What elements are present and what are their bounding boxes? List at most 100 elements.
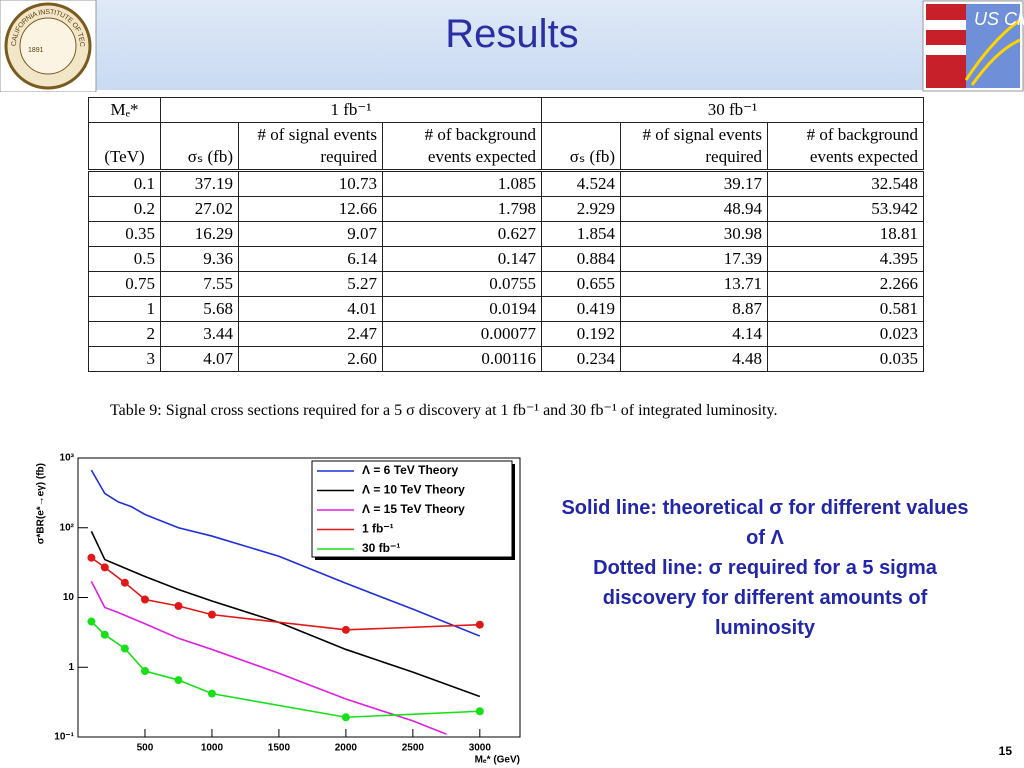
flag-stripe (926, 45, 966, 55)
series-line (90, 530, 481, 698)
table-row: 2 3.44 2.47 0.00077 0.192 4.14 0.023 (88, 321, 924, 347)
data-point (475, 620, 484, 629)
table-cell: 4.48 (620, 346, 768, 372)
table-cell: 0.419 (541, 296, 621, 322)
table-row: 0.5 9.36 6.14 0.147 0.884 17.39 4.395 (88, 246, 924, 272)
data-point (140, 666, 149, 675)
table-cell: 17.39 (620, 246, 768, 272)
data-point (475, 707, 484, 716)
table-cell: 0.884 (541, 246, 621, 272)
table-row: 0.2 27.02 12.66 1.798 2.929 48.94 53.942 (88, 196, 924, 222)
data-point (140, 595, 149, 604)
x-tick-label: 1000 (201, 743, 224, 754)
y-tick-label: 10³ (60, 453, 75, 464)
y-axis-title: σ*BR(e*→eγ) (fb) (36, 463, 47, 544)
slide-title: Results (445, 12, 579, 56)
notes: Solid line: theoretical σ for different … (560, 493, 970, 643)
x-tick-label: 1500 (268, 743, 291, 754)
table-cell: 8.87 (620, 296, 768, 322)
table-cell: 1 (88, 296, 161, 322)
table-cell: 0.147 (382, 246, 542, 272)
table-cell: 2.266 (767, 271, 924, 297)
seal-inner (19, 17, 77, 75)
table-cell: 1 fb⁻¹ (160, 97, 542, 123)
table-cell: 0.023 (767, 321, 924, 347)
table-cell: 30.98 (620, 221, 768, 247)
note-line: Solid line: theoretical σ for different … (561, 497, 969, 549)
series-line (90, 557, 480, 631)
table-cell: 0.00116 (382, 346, 542, 372)
seal-year: 1891 (28, 47, 44, 54)
table-cell: 1.085 (382, 170, 542, 197)
data-point (341, 625, 350, 634)
legend-label: 30 fb⁻¹ (362, 541, 400, 555)
table-cell: 13.71 (620, 271, 768, 297)
series-line (90, 469, 481, 637)
x-tick-label: 2000 (335, 743, 358, 754)
table-cell: 7.55 (160, 271, 239, 297)
table-cell: (TeV) (88, 122, 161, 172)
table-cell: 2 (88, 321, 161, 347)
table-cell: 0.655 (541, 271, 621, 297)
table-cell: 27.02 (160, 196, 239, 222)
table-cell: 18.81 (767, 221, 924, 247)
x-tick-label: 2500 (402, 743, 425, 754)
y-tick-label: 10² (60, 522, 75, 533)
table-row: 0.75 7.55 5.27 0.0755 0.655 13.71 2.266 (88, 271, 924, 297)
data-point (174, 602, 183, 611)
data-point (341, 713, 350, 722)
table-cell: # of signal events required (620, 122, 768, 172)
table-cell: 0.0194 (382, 296, 542, 322)
table-cell: 0.1 (88, 170, 161, 197)
series-line (90, 620, 480, 719)
table-cell: 2.929 (541, 196, 621, 222)
caltech-logo: CALIFORNIA INSTITUTE OF TECHNOLOGY 1891 (0, 0, 97, 92)
table-caption: Table 9: Signal cross sections required … (110, 402, 778, 419)
table-row: 3 4.07 2.60 0.00116 0.234 4.48 0.035 (88, 346, 924, 372)
table-cell: 0.00077 (382, 321, 542, 347)
data-point (207, 689, 216, 698)
table-cell: 37.19 (160, 170, 239, 197)
table-cell: 6.14 (238, 246, 383, 272)
x-tick-label: 500 (137, 743, 154, 754)
y-tick-label: 10⁻¹ (54, 732, 74, 743)
table-cell: 0.035 (767, 346, 924, 372)
table-cell: 5.68 (160, 296, 239, 322)
tracks (964, 18, 1021, 86)
data-point (174, 676, 183, 685)
legend-label: Λ = 6 TeV Theory (362, 463, 458, 477)
table-cell: 4.14 (620, 321, 768, 347)
table-cell: Mₑ* (88, 97, 161, 123)
table-row: (TeV) σₛ (fb) # of signal events required #… (88, 122, 924, 172)
legend-box (311, 460, 513, 558)
data-point (120, 644, 129, 653)
table-cell: 48.94 (620, 196, 768, 222)
table-cell: 0.0755 (382, 271, 542, 297)
y-tick-label: 1 (68, 662, 74, 673)
table-cell: 4.07 (160, 346, 239, 372)
table-cell: 2.60 (238, 346, 383, 372)
table-cell: 39.17 (620, 170, 768, 197)
chart: 500 1000 1500 2000 2500 3000 10⁻¹ 1 10 10² 10³ Mₑ* … (28, 448, 530, 766)
table-row: Mₑ* 1 fb⁻¹ 30 fb⁻¹ (88, 97, 924, 123)
table-cell: σₛ (fb) (541, 122, 621, 172)
table-cell: 12.66 (238, 196, 383, 222)
page-number: 15 (998, 744, 1012, 758)
table-cell: 0.35 (88, 221, 161, 247)
data-point (87, 617, 96, 626)
table-cell: σₛ (fb) (160, 122, 239, 172)
table-cell: 30 fb⁻¹ (541, 97, 924, 123)
table-cell: 0.581 (767, 296, 924, 322)
table-cell: 1.854 (541, 221, 621, 247)
table-cell: 0.192 (541, 321, 621, 347)
table-cell: 0.2 (88, 196, 161, 222)
x-axis-title: Mₑ* (GeV) (475, 755, 520, 766)
legend-label: Λ = 10 TeV Theory (362, 483, 465, 497)
table-cell: 5.27 (238, 271, 383, 297)
table-cell: # of signal events required (238, 122, 383, 172)
table-cell: # of background events expected (382, 122, 542, 172)
logo-text: US CMS (974, 9, 1024, 29)
table-cell: 0.234 (541, 346, 621, 372)
series-line (90, 581, 447, 735)
table-cell: 10.73 (238, 170, 383, 197)
